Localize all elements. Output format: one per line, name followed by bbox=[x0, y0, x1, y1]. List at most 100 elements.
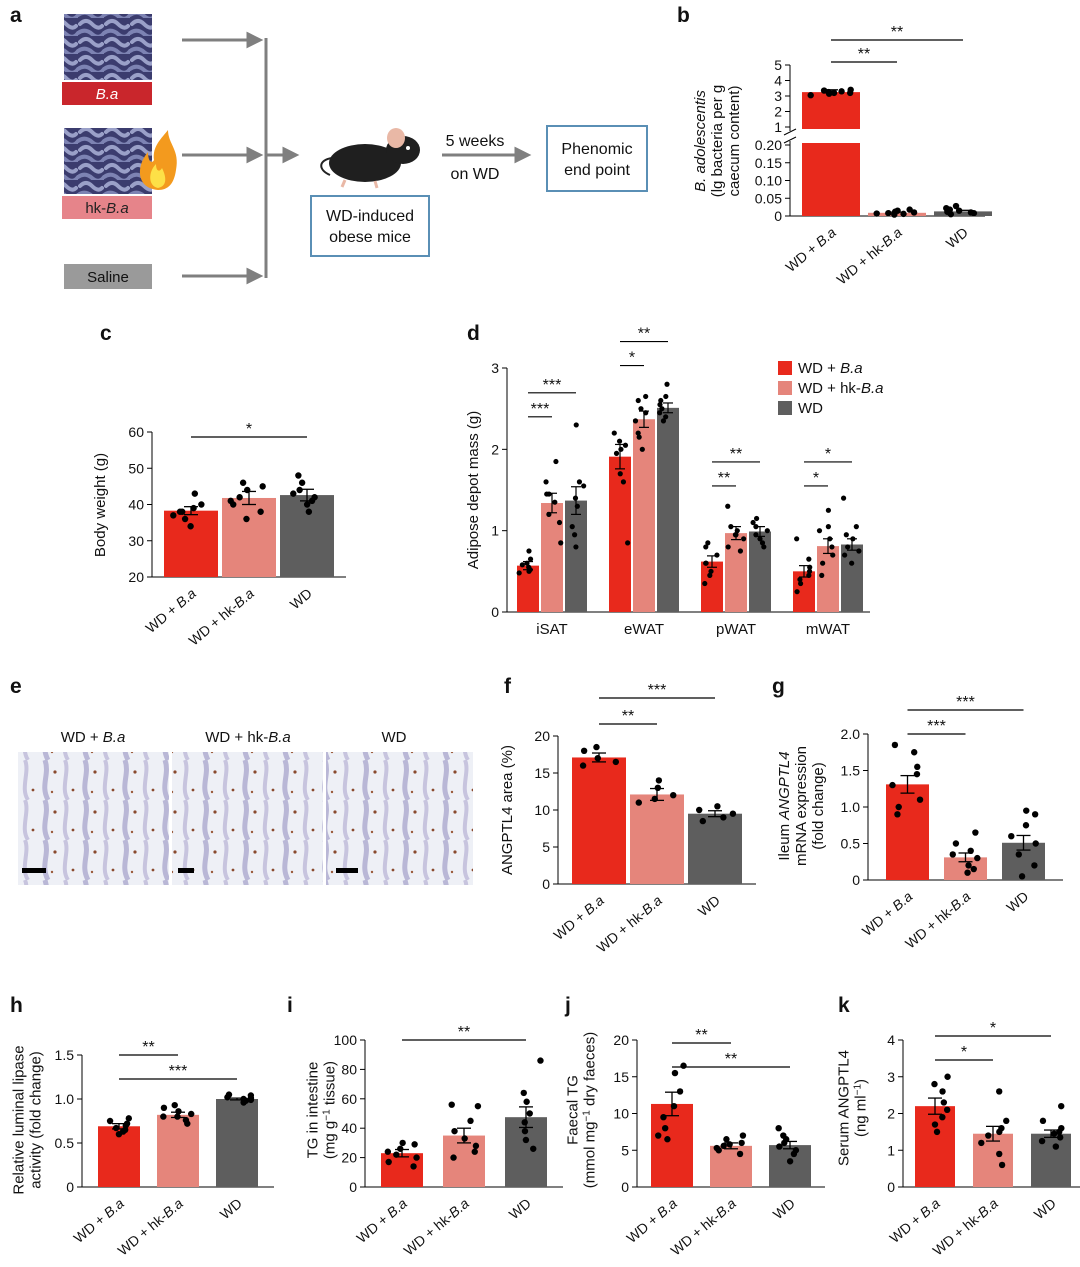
data-point bbox=[569, 524, 575, 530]
arrow-label-line1: 5 weeks bbox=[446, 133, 505, 150]
data-point bbox=[123, 1120, 131, 1127]
data-point bbox=[753, 515, 760, 522]
bacteria-image-ba bbox=[64, 14, 152, 80]
data-point bbox=[943, 204, 950, 212]
data-point bbox=[720, 814, 727, 821]
data-point bbox=[523, 1098, 530, 1105]
data-point bbox=[676, 1088, 684, 1095]
y-axis-label: Body weight (g) bbox=[92, 453, 109, 557]
histology-caption-ba: WD + B.a bbox=[61, 729, 126, 746]
data-point bbox=[895, 803, 902, 811]
data-point bbox=[244, 486, 251, 494]
chart-panel-j: j 0 5 10 15 20 WD + B.aWD + hk-B.a WD ** ** Faecal… bbox=[564, 994, 825, 1259]
legend-label: WD bbox=[798, 400, 823, 417]
legend-label: WD + hk-B.a bbox=[798, 380, 883, 397]
y-axis-label: ANGPTL4 area (%) bbox=[499, 745, 516, 875]
x-tick-label: WD + B.a bbox=[859, 888, 916, 939]
data-point bbox=[707, 572, 713, 579]
data-point bbox=[663, 393, 669, 400]
y-tick-label: 3 bbox=[774, 88, 782, 104]
data-point bbox=[639, 446, 645, 452]
data-point bbox=[160, 1104, 168, 1112]
y-axis-label: (ng ml−1) bbox=[852, 1079, 870, 1137]
data-point bbox=[526, 564, 532, 570]
data-point bbox=[664, 1136, 671, 1143]
data-point bbox=[996, 1088, 1003, 1095]
data-point bbox=[723, 1136, 730, 1143]
significance-label: ** bbox=[638, 326, 650, 343]
data-point bbox=[776, 1143, 783, 1150]
y-tick-label: 0.5 bbox=[841, 836, 861, 852]
x-tick-label: WD bbox=[287, 585, 315, 612]
bar bbox=[915, 1106, 955, 1187]
data-point bbox=[298, 479, 306, 486]
x-tick-label: WD + B.a bbox=[70, 1195, 127, 1246]
y-tick-label: 0 bbox=[852, 872, 860, 888]
data-point bbox=[780, 1132, 787, 1139]
data-point bbox=[952, 202, 960, 210]
data-point bbox=[521, 1119, 528, 1126]
data-point bbox=[612, 758, 620, 766]
data-point bbox=[572, 495, 579, 501]
data-point bbox=[1031, 862, 1038, 869]
bar bbox=[572, 757, 626, 884]
y-tick-label: 10 bbox=[613, 1106, 629, 1122]
histology-caption-hk-ba: WD + hk-B.a bbox=[205, 729, 290, 746]
data-point bbox=[664, 381, 670, 387]
panel-e-label: e bbox=[10, 675, 22, 698]
data-point bbox=[939, 1113, 946, 1121]
end-point-box bbox=[546, 125, 648, 192]
y-tick-label: 100 bbox=[334, 1032, 358, 1048]
histology-caption-wd: WD bbox=[382, 729, 407, 746]
data-point bbox=[943, 1106, 951, 1114]
y-tick-label: 1 bbox=[774, 119, 782, 135]
data-point bbox=[1022, 822, 1030, 829]
bar bbox=[630, 794, 684, 884]
bar bbox=[817, 546, 839, 612]
data-point bbox=[703, 560, 709, 566]
data-point bbox=[842, 552, 848, 558]
data-point bbox=[794, 536, 800, 542]
data-point bbox=[825, 507, 831, 513]
data-point bbox=[182, 1116, 190, 1124]
scale-bar bbox=[22, 868, 46, 873]
data-point bbox=[974, 854, 981, 862]
data-point bbox=[978, 1139, 985, 1147]
data-point bbox=[170, 512, 177, 519]
bar bbox=[164, 510, 218, 577]
data-point bbox=[764, 528, 770, 534]
data-point bbox=[849, 560, 855, 566]
x-tick-label: WD + B.a bbox=[142, 585, 199, 636]
x-tick-label: WD bbox=[217, 1195, 245, 1222]
y-tick-label: 3 bbox=[491, 360, 499, 376]
data-point bbox=[725, 544, 731, 550]
data-point bbox=[873, 210, 880, 217]
x-tick-label: mWAT bbox=[806, 621, 850, 638]
data-point bbox=[939, 1088, 946, 1095]
data-point bbox=[225, 1091, 233, 1098]
data-point bbox=[239, 479, 247, 486]
data-point bbox=[726, 1141, 733, 1148]
y-tick-label: 20 bbox=[534, 728, 550, 744]
data-point bbox=[527, 556, 534, 562]
data-point bbox=[699, 817, 707, 825]
data-point bbox=[840, 495, 847, 501]
data-point bbox=[638, 406, 644, 412]
data-point bbox=[944, 1073, 951, 1080]
data-point bbox=[761, 544, 767, 550]
significance-label: *** bbox=[648, 682, 667, 699]
panel-label-g: g bbox=[772, 675, 785, 698]
data-point bbox=[889, 781, 896, 789]
data-point bbox=[125, 1115, 133, 1122]
data-point bbox=[643, 393, 649, 400]
data-point bbox=[1018, 873, 1026, 880]
data-point bbox=[663, 414, 669, 420]
y-tick-label: 1 bbox=[887, 1142, 895, 1158]
data-point bbox=[520, 1089, 527, 1097]
data-point bbox=[657, 402, 663, 408]
data-point bbox=[580, 747, 588, 754]
data-point bbox=[399, 1139, 406, 1147]
data-point bbox=[906, 206, 913, 213]
